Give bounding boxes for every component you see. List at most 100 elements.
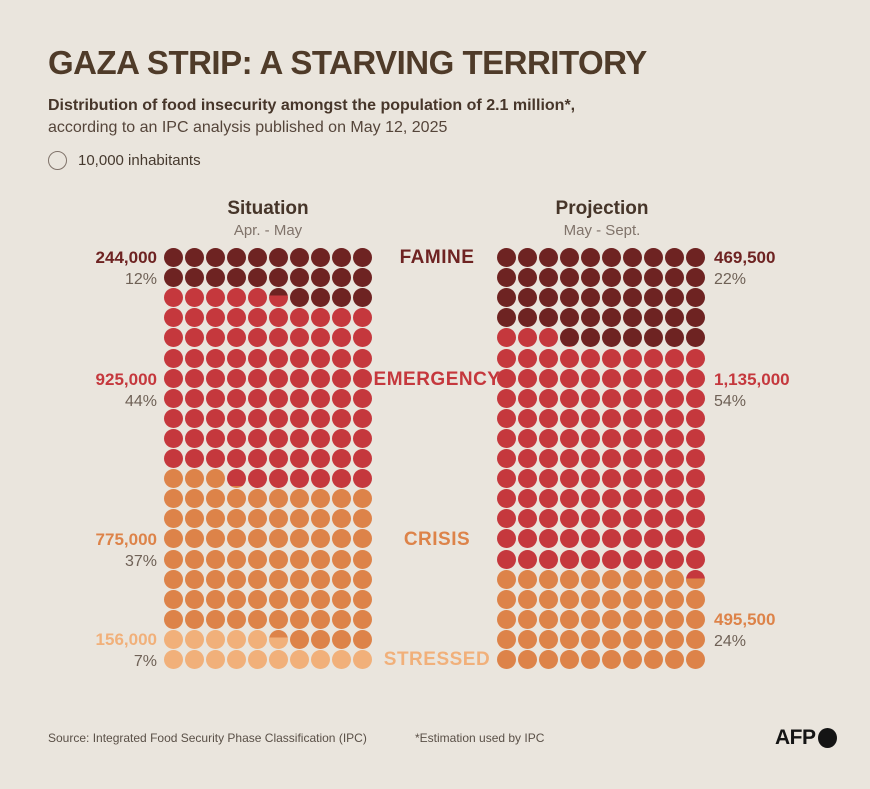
population-dot — [560, 368, 579, 388]
population-dot — [497, 549, 516, 569]
population-dot — [332, 509, 351, 529]
population-dot — [497, 629, 516, 649]
population-dot — [248, 569, 267, 589]
population-dot — [686, 509, 705, 529]
population-dot — [623, 408, 642, 428]
population-dot — [602, 348, 621, 368]
population-dot — [581, 549, 600, 569]
estimation-note: *Estimation used by IPC — [415, 731, 545, 745]
population-dot — [602, 650, 621, 669]
population-dot — [206, 650, 225, 669]
population-dot — [539, 650, 558, 669]
segment-label-projection-crisis-stressed: 495,500 24% — [714, 609, 775, 653]
population-dot — [311, 569, 330, 589]
population-dot — [602, 268, 621, 288]
population-dot — [497, 348, 516, 368]
population-dot — [665, 328, 684, 348]
population-dot — [539, 368, 558, 388]
population-dot — [497, 489, 516, 509]
population-dot — [164, 489, 183, 509]
value-label: 495,500 — [714, 610, 776, 629]
population-dot — [686, 408, 705, 428]
population-dot — [581, 408, 600, 428]
population-dot — [686, 549, 705, 569]
population-dot — [164, 328, 183, 348]
population-dot — [164, 368, 183, 388]
population-dot — [518, 449, 537, 468]
percent-label: 22% — [714, 271, 747, 288]
population-dot — [332, 609, 351, 629]
population-dot — [665, 489, 684, 509]
population-dot — [560, 348, 579, 368]
population-dot — [353, 609, 372, 629]
population-dot — [623, 529, 642, 549]
population-dot — [227, 268, 246, 288]
population-dot — [311, 308, 330, 328]
population-dot — [227, 609, 246, 629]
population-dot — [185, 268, 204, 288]
population-dot — [644, 650, 663, 669]
population-dot — [290, 308, 309, 328]
category-label-emergency: EMERGENCY — [373, 369, 501, 390]
population-dot — [665, 650, 684, 669]
population-dot — [497, 509, 516, 529]
population-dot — [269, 408, 288, 428]
population-dot — [290, 650, 309, 669]
population-dot — [497, 589, 516, 609]
population-dot — [269, 609, 288, 629]
population-dot — [206, 428, 225, 448]
population-dot — [185, 308, 204, 328]
population-dot — [353, 328, 372, 348]
population-dot — [185, 368, 204, 388]
population-dot — [206, 248, 225, 267]
population-dot — [206, 388, 225, 408]
population-dot — [164, 388, 183, 408]
population-dot — [353, 248, 372, 267]
population-dot — [560, 308, 579, 328]
population-dot — [332, 589, 351, 609]
population-dot — [206, 348, 225, 368]
population-dot — [206, 408, 225, 428]
population-dot — [206, 449, 225, 468]
segment-label-situation-emergency: 925,000 44% — [96, 369, 157, 413]
population-dot — [269, 549, 288, 569]
population-dot — [560, 609, 579, 629]
population-dot — [227, 589, 246, 609]
population-dot — [560, 248, 579, 267]
population-dot — [539, 428, 558, 448]
population-dot — [269, 589, 288, 609]
population-dot — [206, 589, 225, 609]
percent-label: 7% — [133, 653, 157, 670]
waffle-chart-projection — [497, 248, 707, 670]
category-label-crisis: CRISIS — [403, 529, 471, 550]
population-dot — [497, 650, 516, 669]
population-dot — [539, 469, 558, 489]
population-dot — [644, 589, 663, 609]
population-dot — [518, 629, 537, 649]
population-dot — [185, 328, 204, 348]
population-dot — [311, 650, 330, 669]
population-dot — [560, 268, 579, 288]
population-dot — [518, 328, 537, 348]
population-dot — [164, 650, 183, 669]
population-dot — [560, 629, 579, 649]
population-dot — [248, 348, 267, 368]
population-dot — [644, 549, 663, 569]
population-dot — [332, 469, 351, 489]
population-dot — [290, 368, 309, 388]
population-dot — [332, 308, 351, 328]
percent-label: 37% — [124, 553, 157, 570]
population-dot — [644, 609, 663, 629]
population-dot — [560, 469, 579, 489]
population-dot — [353, 408, 372, 428]
population-dot — [248, 589, 267, 609]
source-note: Source: Integrated Food Security Phase C… — [48, 731, 367, 745]
population-dot — [581, 268, 600, 288]
population-dot — [602, 469, 621, 489]
population-dot — [248, 469, 267, 489]
population-dot — [332, 408, 351, 428]
value-label: 244,000 — [95, 248, 157, 267]
value-label: 469,500 — [714, 248, 776, 267]
population-dot — [353, 348, 372, 368]
population-dot — [518, 650, 537, 669]
